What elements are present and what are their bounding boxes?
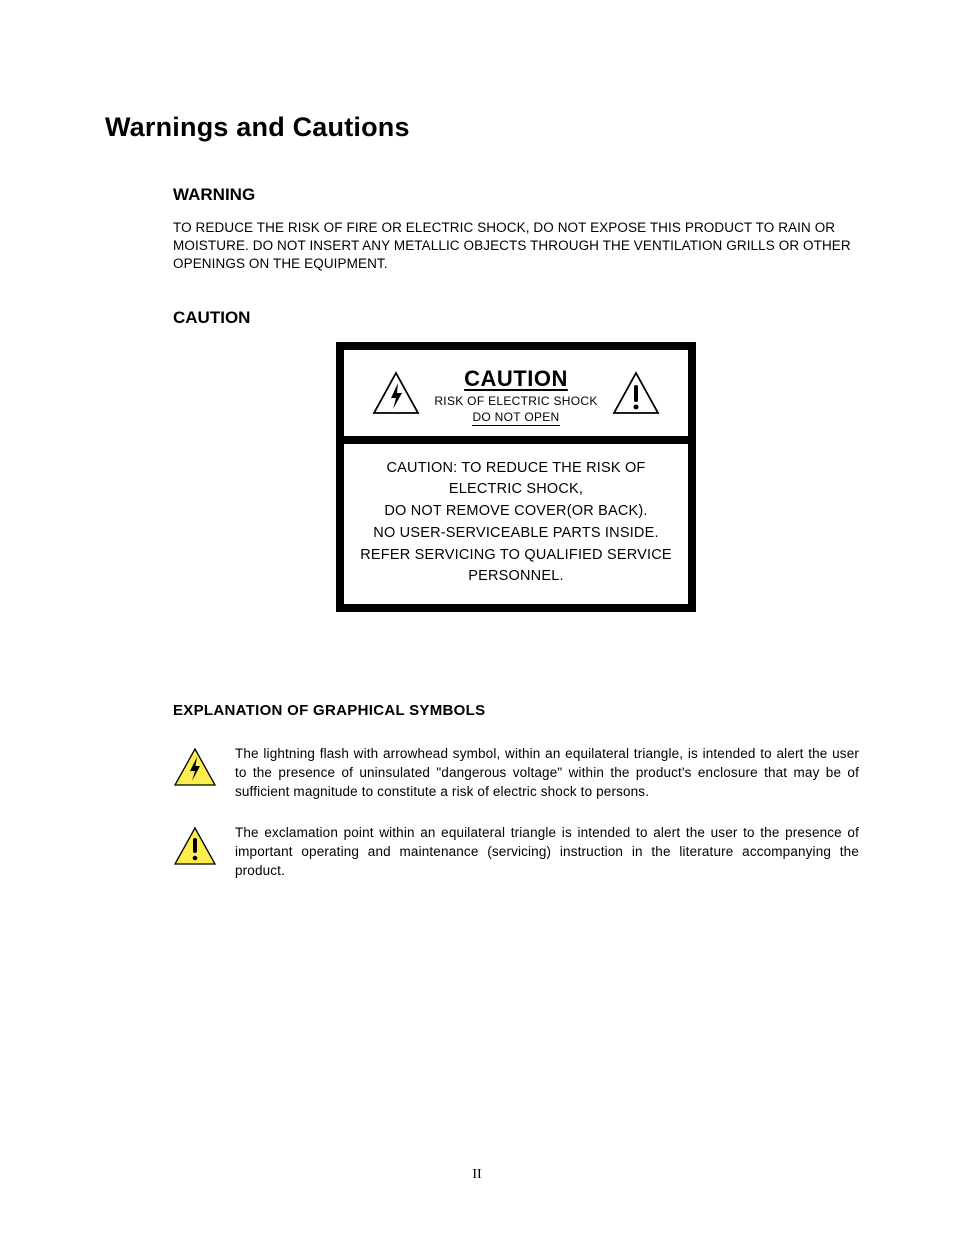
exclamation-triangle-icon — [173, 824, 217, 881]
document-page: Warnings and Cautions WARNING TO REDUCE … — [0, 0, 954, 1235]
caution-box-top: CAUTION RISK OF ELECTRIC SHOCK DO NOT OP… — [344, 350, 688, 444]
lightning-triangle-icon — [173, 745, 217, 802]
caution-box: CAUTION RISK OF ELECTRIC SHOCK DO NOT OP… — [336, 342, 696, 613]
caution-box-line1: CAUTION: TO REDUCE THE RISK OF ELECTRIC … — [348, 458, 684, 502]
caution-box-line4: REFER SERVICING TO QUALIFIED SERVICE PER… — [348, 545, 684, 589]
caution-box-title-group: CAUTION RISK OF ELECTRIC SHOCK DO NOT OP… — [434, 366, 597, 426]
symbol-row: The exclamation point within an equilate… — [173, 824, 859, 881]
lightning-triangle-icon — [372, 371, 420, 420]
symbol-text: The lightning flash with arrowhead symbo… — [235, 745, 859, 802]
caution-box-line3: NO USER-SERVICEABLE PARTS INSIDE. — [348, 523, 684, 545]
caution-box-sub1: RISK OF ELECTRIC SHOCK — [434, 394, 597, 408]
caution-box-line2: DO NOT REMOVE COVER(OR BACK). — [348, 501, 684, 523]
warning-text: TO REDUCE THE RISK OF FIRE OR ELECTRIC S… — [173, 219, 859, 274]
caution-box-wrapper: CAUTION RISK OF ELECTRIC SHOCK DO NOT OP… — [173, 342, 859, 613]
symbol-text: The exclamation point within an equilate… — [235, 824, 859, 881]
caution-box-title: CAUTION — [434, 366, 597, 392]
caution-heading: CAUTION — [173, 308, 859, 328]
symbol-row: The lightning flash with arrowhead symbo… — [173, 745, 859, 802]
page-number: II — [0, 1167, 954, 1183]
page-title: Warnings and Cautions — [105, 112, 859, 143]
warning-heading: WARNING — [173, 185, 859, 205]
caution-box-sub2: DO NOT OPEN — [472, 410, 559, 426]
content-block: WARNING TO REDUCE THE RISK OF FIRE OR EL… — [173, 185, 859, 881]
symbols-heading: EXPLANATION OF GRAPHICAL SYMBOLS — [173, 702, 859, 719]
caution-box-bottom: CAUTION: TO REDUCE THE RISK OF ELECTRIC … — [344, 444, 688, 605]
exclamation-triangle-icon — [612, 371, 660, 420]
